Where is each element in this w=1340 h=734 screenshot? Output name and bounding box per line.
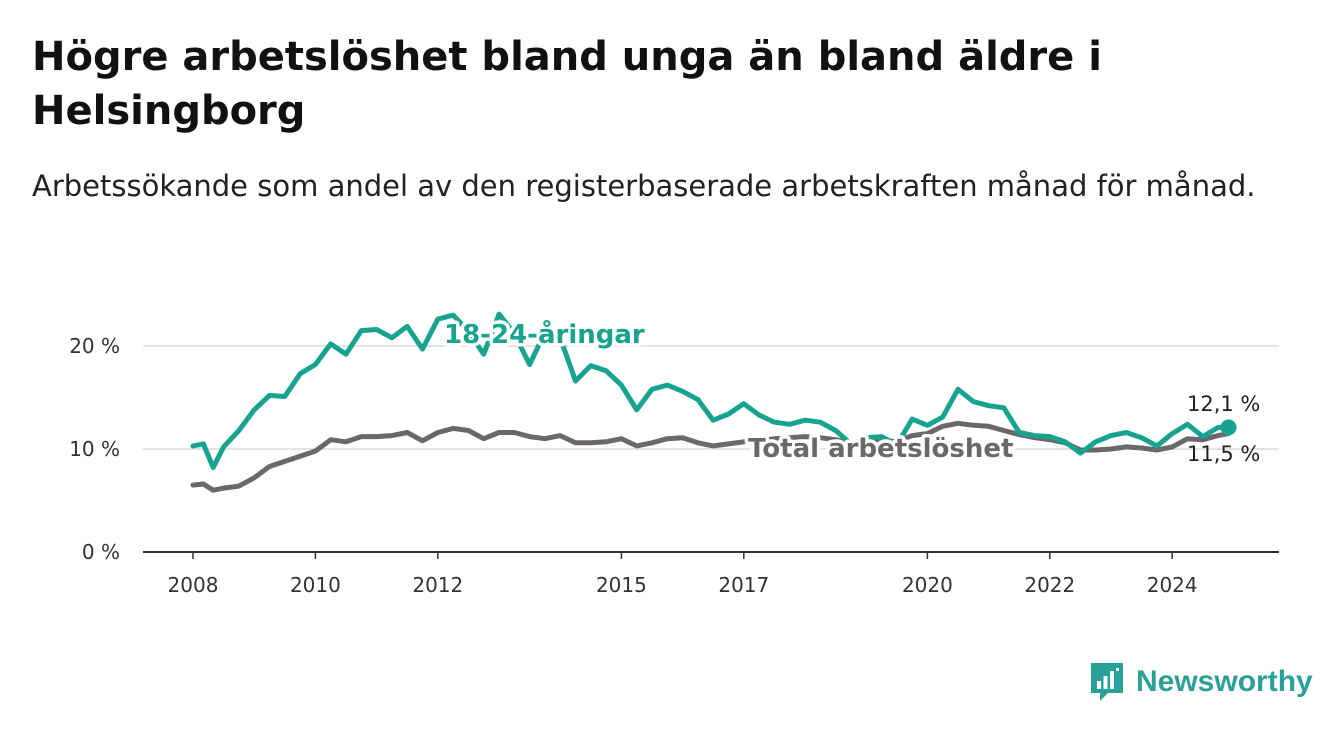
x-tick-label: 2017 <box>718 573 769 597</box>
brand-logo: Newsworthy <box>1088 660 1313 704</box>
y-axis-ticks: 0 % 10 % 20 % <box>69 334 120 564</box>
chart-title: Högre arbetslöshet bland unga än bland ä… <box>32 34 1102 134</box>
x-tick-label: 2022 <box>1024 573 1075 597</box>
y-tick-label: 20 % <box>69 334 120 358</box>
end-value-total: 11,5 % <box>1187 442 1260 466</box>
series-line-youth <box>190 311 1231 470</box>
bar-chart-logo-icon <box>1091 663 1123 701</box>
series-label-total: Total arbetslöshet <box>748 434 1013 464</box>
series-label-youth: 18-24-åringar <box>444 318 645 350</box>
y-tick-label: 10 % <box>69 437 120 461</box>
x-tick-label: 2015 <box>596 573 647 597</box>
series-labels: 18-24-åringar Total arbetslöshet 12,1 % 11,… <box>441 315 1261 468</box>
y-tick-label: 0 % <box>82 540 120 564</box>
grid-lines <box>143 345 1279 450</box>
x-tick-label: 2024 <box>1147 573 1198 597</box>
series-line-total <box>190 420 1231 493</box>
brand-name: Newsworthy <box>1136 665 1313 698</box>
series-end-marker <box>1220 419 1237 436</box>
chart-subtitle: Arbetssökande som andel av den registerb… <box>32 169 1256 203</box>
x-tick-label: 2020 <box>902 573 953 597</box>
x-tick-label: 2012 <box>412 573 463 597</box>
series-lines <box>190 311 1237 493</box>
line-chart: 0 % 10 % 20 % 2008 2010 2012 2015 2017 2020 2022… <box>69 311 1279 597</box>
x-tick-label: 2008 <box>168 573 219 597</box>
x-tick-label: 2010 <box>290 573 341 597</box>
end-value-youth: 12,1 % <box>1187 392 1260 416</box>
x-axis: 2008 2010 2012 2015 2017 2020 2022 2024 <box>143 551 1279 597</box>
